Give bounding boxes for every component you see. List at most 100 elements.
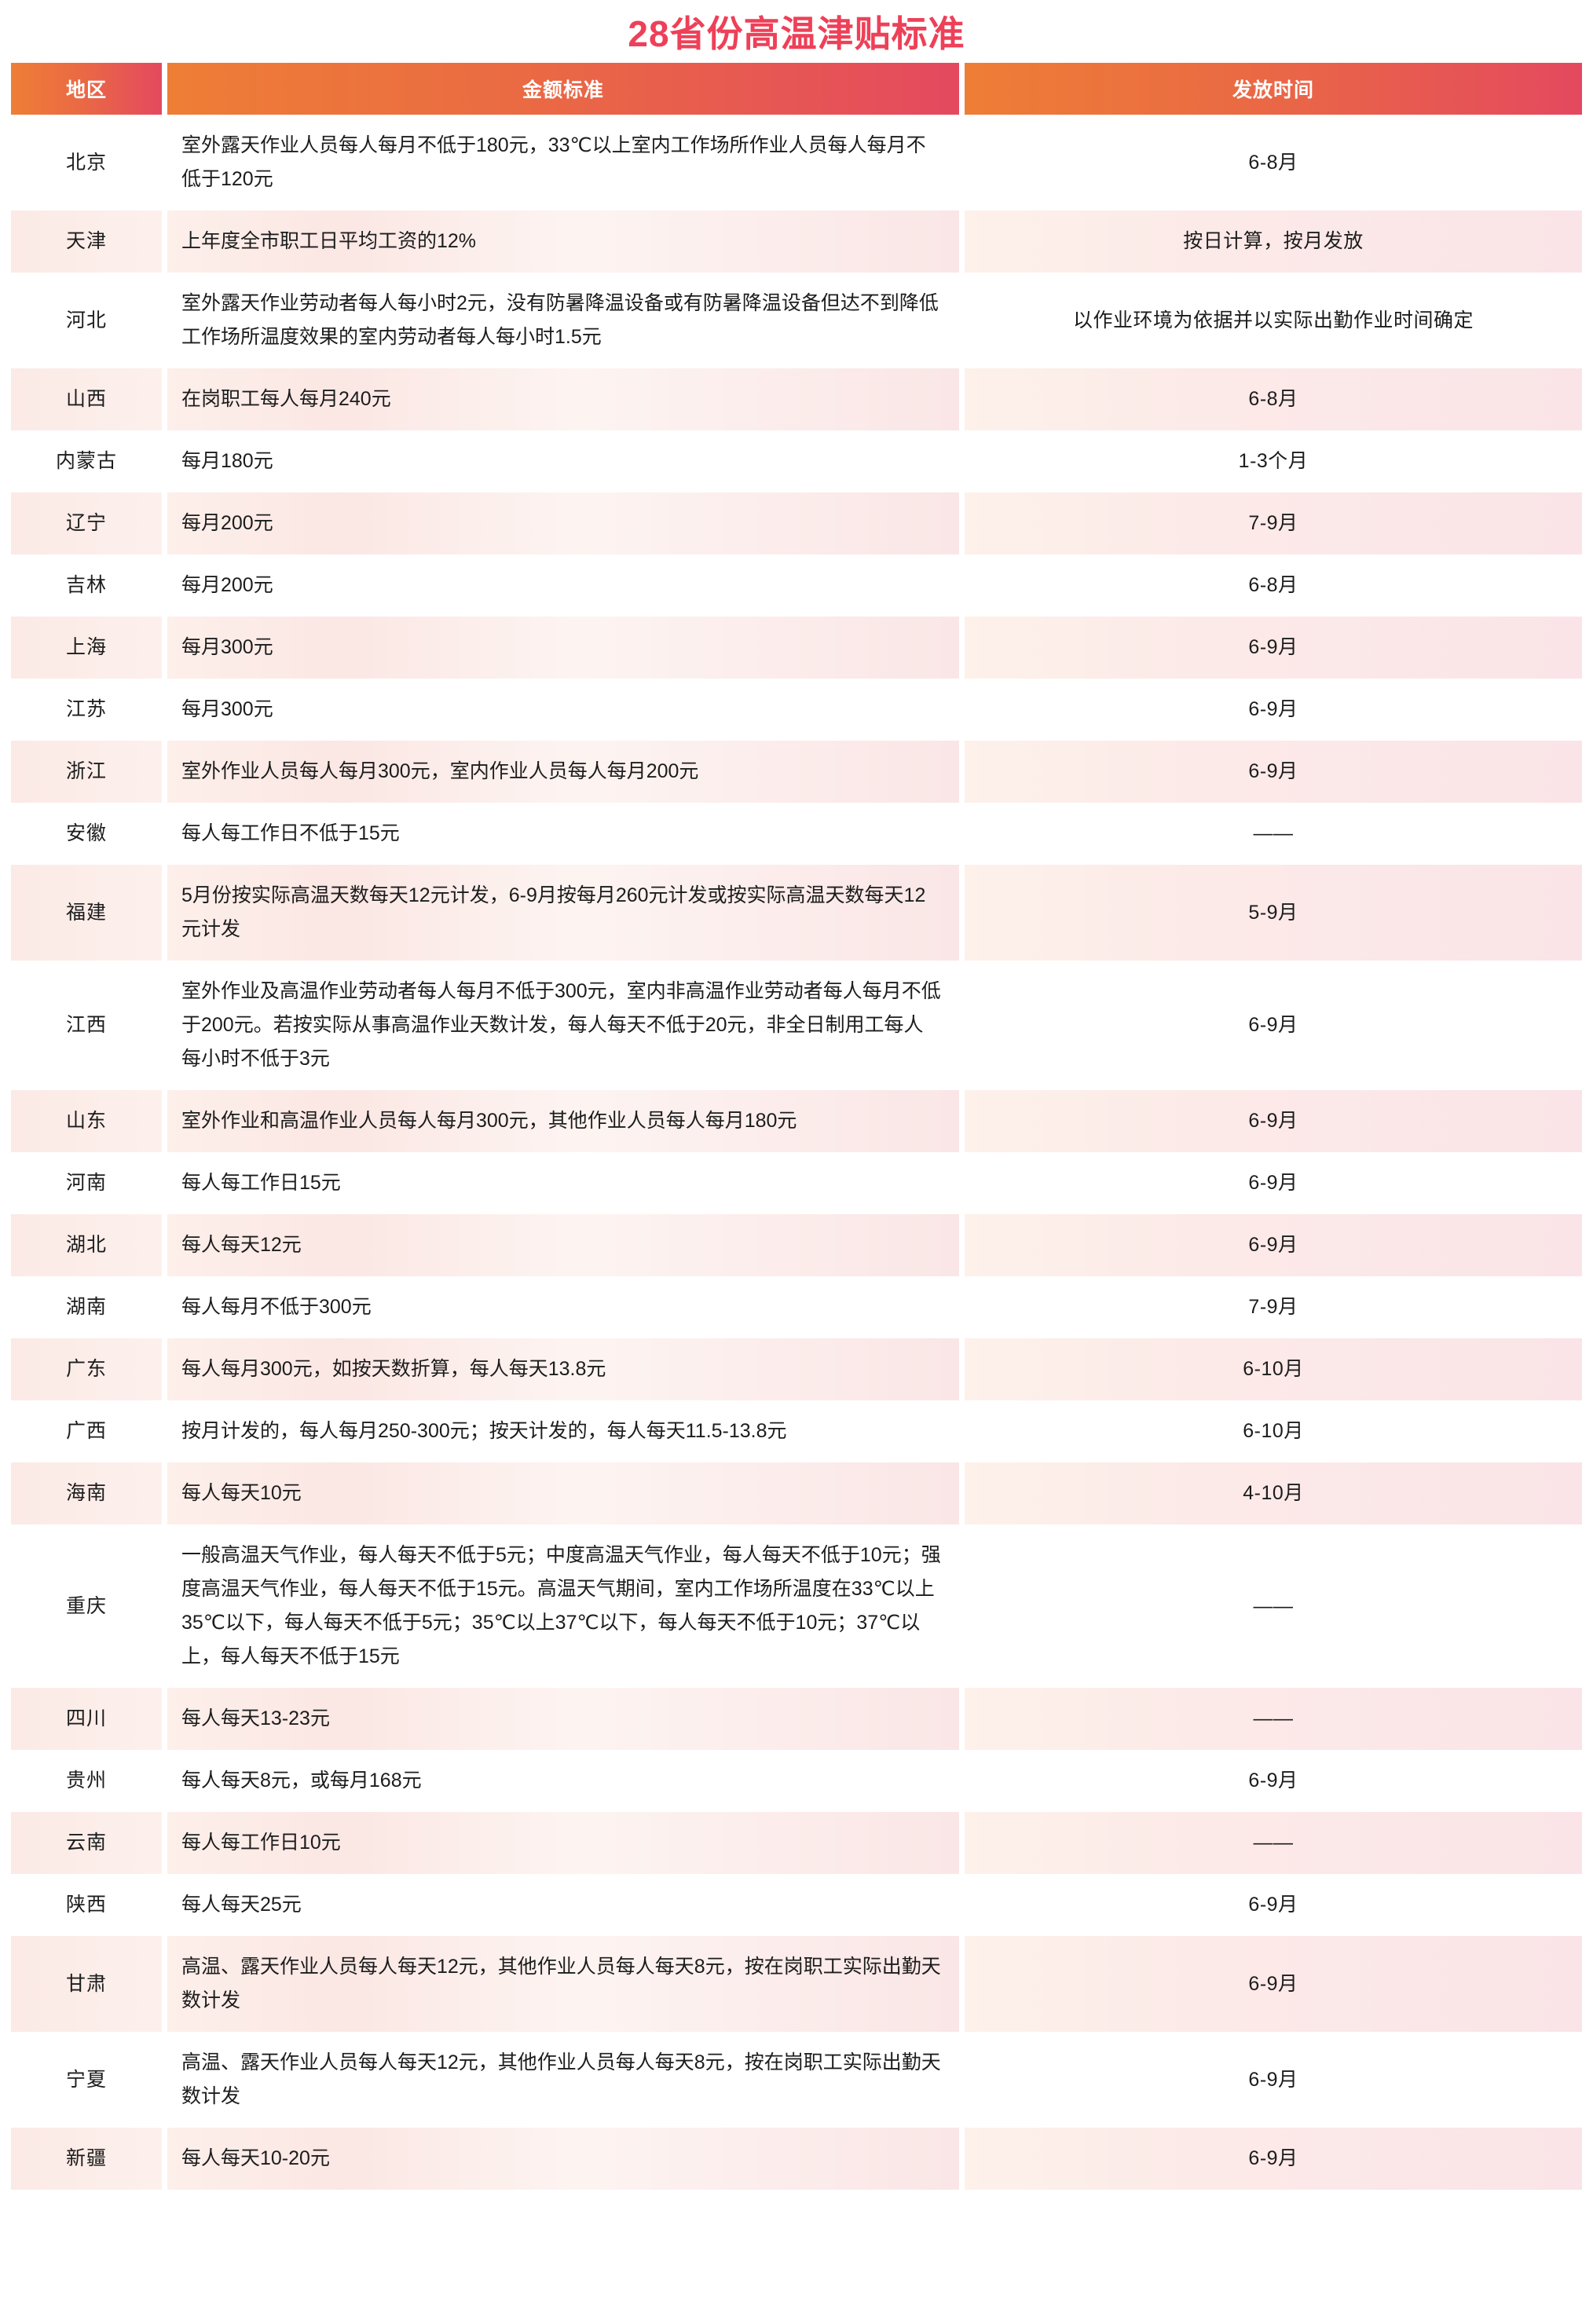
cell-region: 云南 bbox=[11, 1812, 162, 1874]
cell-region: 广西 bbox=[11, 1400, 162, 1462]
cell-region: 四川 bbox=[11, 1688, 162, 1750]
table-row: 江西 室外作业及高温作业劳动者每人每月不低于300元，室内非高温作业劳动者每人每月… bbox=[11, 961, 1582, 1090]
cell-region: 湖南 bbox=[11, 1276, 162, 1338]
page-title: 28省份高温津贴标准 bbox=[628, 13, 965, 54]
table-row: 广东 每人每月300元，如按天数折算，每人每天13.8元 6-10月 bbox=[11, 1338, 1582, 1400]
cell-region: 陕西 bbox=[11, 1874, 162, 1936]
cell-amount: 室外作业和高温作业人员每人每月300元，其他作业人员每人每月180元 bbox=[167, 1090, 959, 1152]
cell-amount: 每人每天8元，或每月168元 bbox=[167, 1750, 959, 1812]
title-bar: 28省份高温津贴标准 bbox=[0, 0, 1593, 63]
column-header-period: 发放时间 bbox=[965, 63, 1582, 115]
table-row: 广西 按月计发的，每人每月250-300元；按天计发的，每人每天11.5-13.8… bbox=[11, 1400, 1582, 1462]
cell-amount: 每人每月300元，如按天数折算，每人每天13.8元 bbox=[167, 1338, 959, 1400]
cell-period: 6-9月 bbox=[965, 679, 1582, 741]
cell-region: 吉林 bbox=[11, 554, 162, 617]
table-row: 湖南 每人每月不低于300元 7-9月 bbox=[11, 1276, 1582, 1338]
cell-amount: 高温、露天作业人员每人每天12元，其他作业人员每人每天8元，按在岗职工实际出勤天… bbox=[167, 1936, 959, 2032]
cell-region: 广东 bbox=[11, 1338, 162, 1400]
cell-region: 天津 bbox=[11, 210, 162, 273]
cell-period: 6-9月 bbox=[965, 617, 1582, 679]
cell-region: 辽宁 bbox=[11, 492, 162, 554]
table-row: 重庆 一般高温天气作业，每人每天不低于5元；中度高温天气作业，每人每天不低于10元… bbox=[11, 1524, 1582, 1688]
cell-period: 6-9月 bbox=[965, 1214, 1582, 1276]
cell-amount: 上年度全市职工日平均工资的12% bbox=[167, 210, 959, 273]
cell-region: 重庆 bbox=[11, 1524, 162, 1688]
cell-amount: 按月计发的，每人每月250-300元；按天计发的，每人每天11.5-13.8元 bbox=[167, 1400, 959, 1462]
table-row: 上海 每月300元 6-9月 bbox=[11, 617, 1582, 679]
table-row: 河南 每人每工作日15元 6-9月 bbox=[11, 1152, 1582, 1214]
cell-region: 新疆 bbox=[11, 2128, 162, 2190]
cell-period: 7-9月 bbox=[965, 1276, 1582, 1338]
cell-period: 5-9月 bbox=[965, 865, 1582, 961]
cell-amount: 每人每天10元 bbox=[167, 1462, 959, 1524]
table-row: 浙江 室外作业人员每人每月300元，室内作业人员每人每月200元 6-9月 bbox=[11, 741, 1582, 803]
table-row: 江苏 每月300元 6-9月 bbox=[11, 679, 1582, 741]
cell-amount: 室外露天作业人员每人每月不低于180元，33℃以上室内工作场所作业人员每人每月不… bbox=[167, 115, 959, 210]
cell-period: 6-9月 bbox=[965, 961, 1582, 1090]
cell-amount: 一般高温天气作业，每人每天不低于5元；中度高温天气作业，每人每天不低于10元；强… bbox=[167, 1524, 959, 1688]
cell-period: 以作业环境为依据并以实际出勤作业时间确定 bbox=[965, 273, 1582, 368]
cell-amount: 每人每天12元 bbox=[167, 1214, 959, 1276]
cell-amount: 高温、露天作业人员每人每天12元，其他作业人员每人每天8元，按在岗职工实际出勤天… bbox=[167, 2032, 959, 2128]
cell-period: 6-8月 bbox=[965, 554, 1582, 617]
cell-amount: 每人每天10-20元 bbox=[167, 2128, 959, 2190]
cell-region: 福建 bbox=[11, 865, 162, 961]
table-row: 陕西 每人每天25元 6-9月 bbox=[11, 1874, 1582, 1936]
table-row: 新疆 每人每天10-20元 6-9月 bbox=[11, 2128, 1582, 2190]
cell-region: 河南 bbox=[11, 1152, 162, 1214]
cell-region: 宁夏 bbox=[11, 2032, 162, 2128]
cell-region: 山西 bbox=[11, 368, 162, 430]
cell-period: 6-9月 bbox=[965, 1750, 1582, 1812]
cell-amount: 每月300元 bbox=[167, 617, 959, 679]
cell-period: 1-3个月 bbox=[965, 430, 1582, 492]
cell-period: 6-10月 bbox=[965, 1338, 1582, 1400]
table-row: 贵州 每人每天8元，或每月168元 6-9月 bbox=[11, 1750, 1582, 1812]
cell-period: —— bbox=[965, 1688, 1582, 1750]
cell-region: 海南 bbox=[11, 1462, 162, 1524]
table-row: 北京 室外露天作业人员每人每月不低于180元，33℃以上室内工作场所作业人员每人每… bbox=[11, 115, 1582, 210]
cell-amount: 每月200元 bbox=[167, 554, 959, 617]
cell-period: 6-8月 bbox=[965, 115, 1582, 210]
cell-period: 按日计算，按月发放 bbox=[965, 210, 1582, 273]
cell-period: 6-9月 bbox=[965, 1874, 1582, 1936]
cell-amount: 5月份按实际高温天数每天12元计发，6-9月按每月260元计发或按实际高温天数每… bbox=[167, 865, 959, 961]
cell-period: 6-9月 bbox=[965, 2128, 1582, 2190]
cell-amount: 每人每天13-23元 bbox=[167, 1688, 959, 1750]
cell-period: 6-9月 bbox=[965, 1936, 1582, 2032]
cell-region: 上海 bbox=[11, 617, 162, 679]
cell-region: 浙江 bbox=[11, 741, 162, 803]
table-row: 福建 5月份按实际高温天数每天12元计发，6-9月按每月260元计发或按实际高温天… bbox=[11, 865, 1582, 961]
cell-amount: 每月300元 bbox=[167, 679, 959, 741]
table-body: 北京 室外露天作业人员每人每月不低于180元，33℃以上室内工作场所作业人员每人每… bbox=[0, 115, 1593, 2190]
cell-period: —— bbox=[965, 1524, 1582, 1688]
table-row: 海南 每人每天10元 4-10月 bbox=[11, 1462, 1582, 1524]
table-row: 湖北 每人每天12元 6-9月 bbox=[11, 1214, 1582, 1276]
column-header-region: 地区 bbox=[11, 63, 162, 115]
cell-period: 6-10月 bbox=[965, 1400, 1582, 1462]
cell-region: 安徽 bbox=[11, 803, 162, 865]
cell-amount: 每人每工作日不低于15元 bbox=[167, 803, 959, 865]
cell-period: 7-9月 bbox=[965, 492, 1582, 554]
cell-region: 贵州 bbox=[11, 1750, 162, 1812]
cell-amount: 每人每天25元 bbox=[167, 1874, 959, 1936]
table-row: 山西 在岗职工每人每月240元 6-8月 bbox=[11, 368, 1582, 430]
table-row: 内蒙古 每月180元 1-3个月 bbox=[11, 430, 1582, 492]
cell-amount: 每人每工作日15元 bbox=[167, 1152, 959, 1214]
cell-amount: 室外作业人员每人每月300元，室内作业人员每人每月200元 bbox=[167, 741, 959, 803]
table-row: 山东 室外作业和高温作业人员每人每月300元，其他作业人员每人每月180元 6-9月 bbox=[11, 1090, 1582, 1152]
column-header-amount: 金额标准 bbox=[167, 63, 959, 115]
cell-amount: 每人每月不低于300元 bbox=[167, 1276, 959, 1338]
table-row: 安徽 每人每工作日不低于15元 —— bbox=[11, 803, 1582, 865]
cell-amount: 在岗职工每人每月240元 bbox=[167, 368, 959, 430]
cell-period: 6-9月 bbox=[965, 1152, 1582, 1214]
cell-amount: 每人每工作日10元 bbox=[167, 1812, 959, 1874]
table-header-row: 地区 金额标准 发放时间 bbox=[0, 63, 1593, 115]
cell-region: 内蒙古 bbox=[11, 430, 162, 492]
table-row: 宁夏 高温、露天作业人员每人每天12元，其他作业人员每人每天8元，按在岗职工实际出… bbox=[11, 2032, 1582, 2128]
table-row: 吉林 每月200元 6-8月 bbox=[11, 554, 1582, 617]
cell-region: 山东 bbox=[11, 1090, 162, 1152]
table-row: 天津 上年度全市职工日平均工资的12% 按日计算，按月发放 bbox=[11, 210, 1582, 273]
cell-region: 湖北 bbox=[11, 1214, 162, 1276]
cell-period: —— bbox=[965, 1812, 1582, 1874]
